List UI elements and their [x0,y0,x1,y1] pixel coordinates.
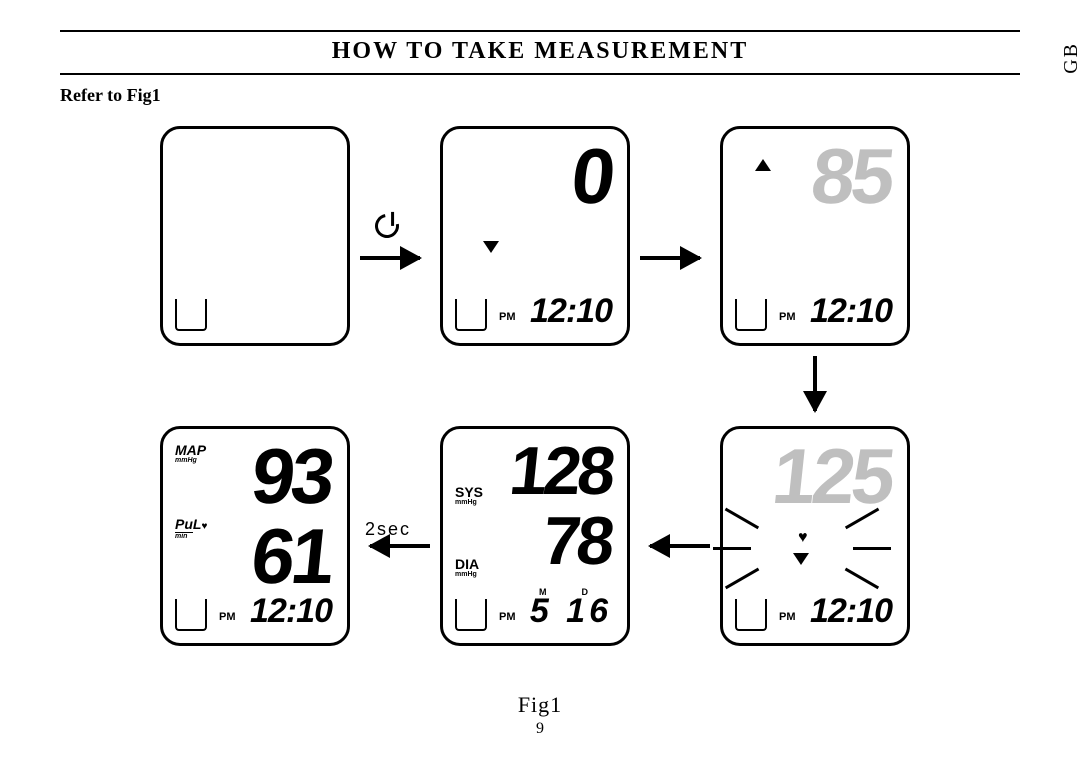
memory-box-icon [455,299,487,331]
map-label: MAPmmHg [175,443,206,464]
arrow-5-6 [370,544,430,548]
lcd-screen-5: SYSmmHg DIAmmHg 128 78 M D PM 5 16 [440,426,630,646]
map-value: 93 [248,437,335,515]
power-icon [370,209,403,242]
memory-box-icon [455,599,487,631]
date-display: 5 16 [530,592,612,631]
page-title: HOW TO TAKE MEASUREMENT [60,38,1020,65]
pressure-value-125: 125 [769,437,895,515]
memory-box-icon [735,299,767,331]
lcd-screen-1 [160,126,350,346]
time-display: 12:10 [250,592,332,631]
memory-box-icon [175,299,207,331]
subtitle: Refer to Fig1 [60,85,1020,106]
figure-caption: Fig1 [60,692,1020,718]
pressure-value-85: 85 [808,137,895,215]
arrow-4-5 [650,544,710,548]
time-display: 12:10 [810,592,892,631]
arrow-2-3 [640,256,700,260]
heart-icon: ♥ [798,529,808,547]
lcd-screen-3: 85 PM 12:10 [720,126,910,346]
dia-label: DIAmmHg [455,557,479,578]
inflate-icon [755,159,771,171]
heart-icon: ♥ [201,521,207,532]
pulse-label: PuL♥ min [175,517,207,540]
dia-value: 78 [540,507,615,575]
pm-label: PM [779,611,796,623]
deflate-icon [793,553,809,565]
pm-label: PM [779,311,796,323]
lcd-screen-6: MAPmmHg PuL♥ min 93 61 PM 12:10 [160,426,350,646]
language-tab: GB [1060,42,1080,74]
time-display: 12:10 [810,292,892,331]
lcd-screen-2: 0 PM 12:10 [440,126,630,346]
memory-box-icon [175,599,207,631]
sys-value: 128 [506,437,615,505]
lcd-screen-4: 125 ♥ PM 12:10 [720,426,910,646]
header-rule: HOW TO TAKE MEASUREMENT [60,30,1020,75]
sys-label: SYSmmHg [455,485,483,506]
pm-label: PM [499,311,516,323]
memory-box-icon [735,599,767,631]
arrow-3-4 [813,356,817,411]
pm-label: PM [219,611,236,623]
page-number: 9 [60,720,1020,738]
arrow-1-2 [360,256,420,260]
pm-label: PM [499,611,516,623]
pressure-value-zero: 0 [568,137,616,215]
figure-1-diagram: 0 PM 12:10 85 PM 12:10 125 ♥ PM 12:10 [60,126,1020,686]
deflate-icon [483,241,499,253]
time-display: 12:10 [530,292,612,331]
pulse-value: 61 [248,517,335,595]
